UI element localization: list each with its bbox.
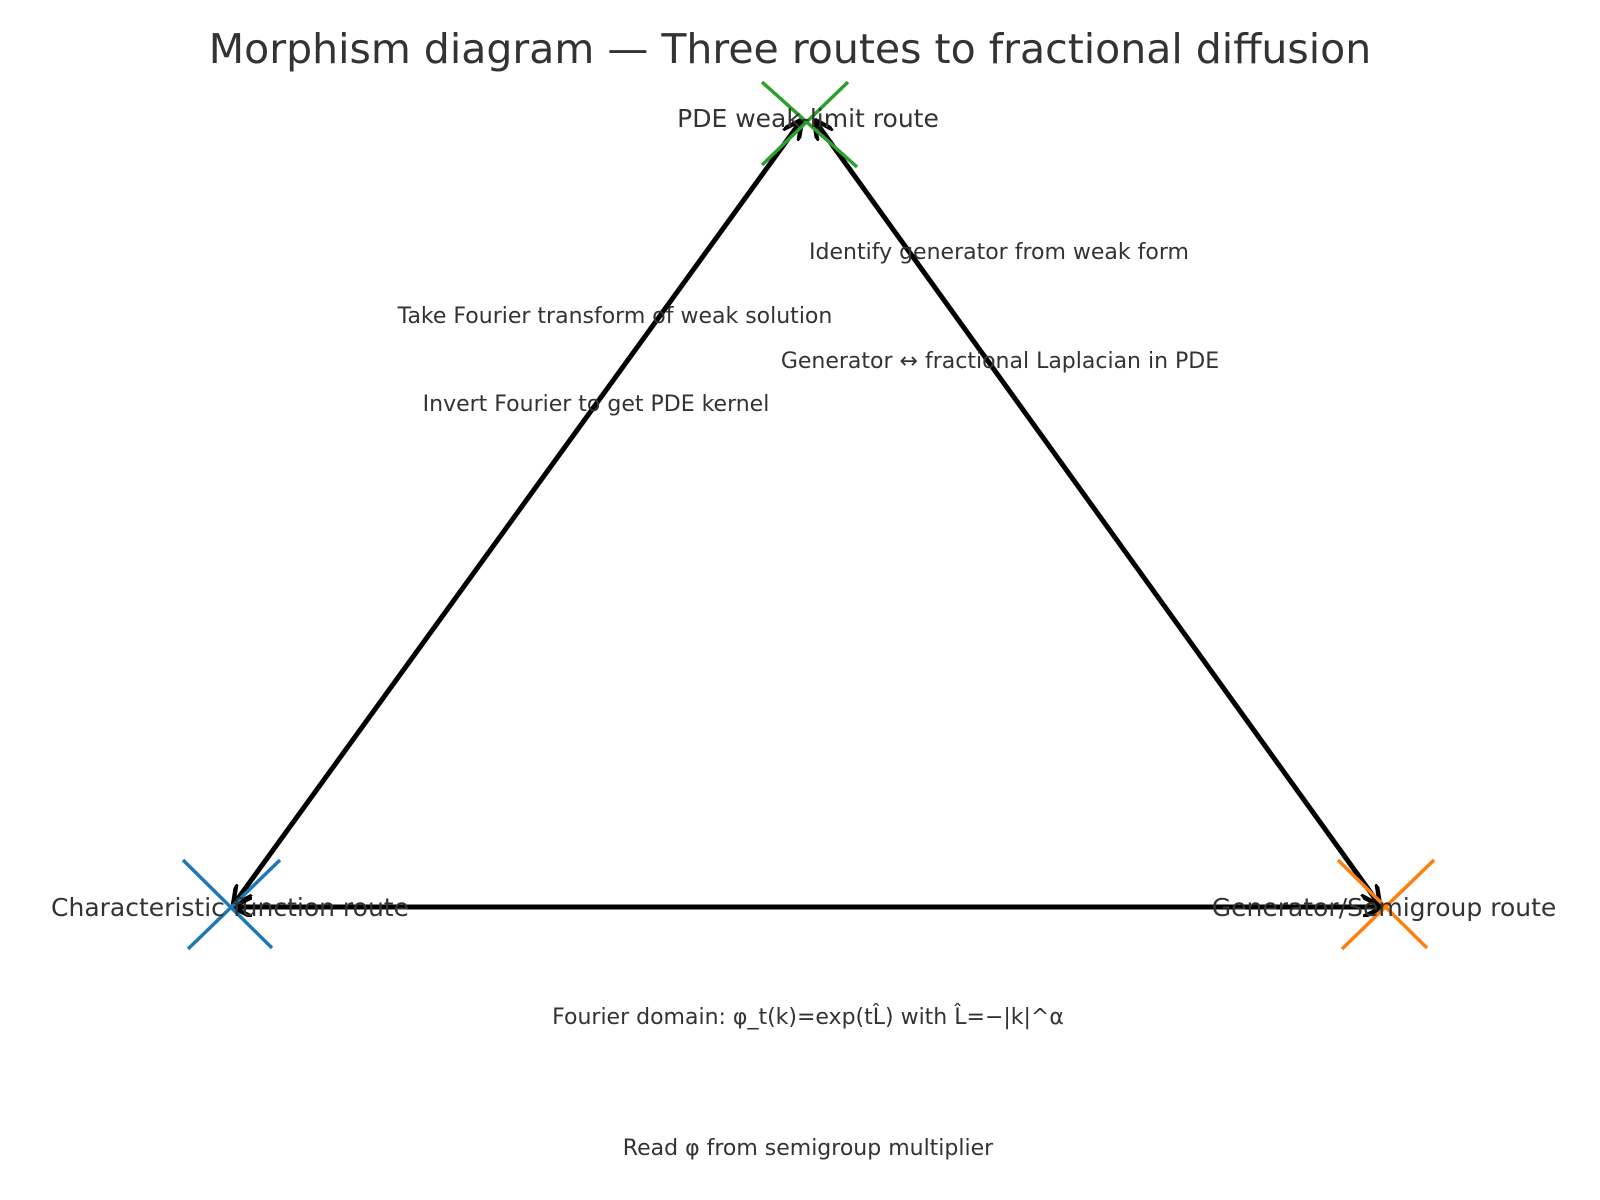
edge-label-read-phi: Read φ from semigroup multiplier [623, 1136, 994, 1161]
node-label-generator: Generator/Semigroup route [1212, 893, 1557, 922]
characteristic-marker-stroke-a [181, 858, 274, 950]
node-label-pde: PDE weak-limit route [677, 104, 939, 133]
edge-label-generator-laplacian: Generator ↔ fractional Laplacian in PDE [781, 349, 1219, 374]
edge-label-identify-generator: Identify generator from weak form [809, 240, 1189, 265]
edge-pde-characteristic [234, 121, 801, 904]
generator-marker-stroke-b [1340, 858, 1436, 951]
edge-pde-generator [815, 121, 1379, 904]
node-label-characteristic: Characteristic function route [51, 893, 409, 922]
characteristic-marker-stroke-b [186, 858, 282, 951]
generator-node-x-marker [1336, 858, 1436, 951]
edge-label-take-fourier: Take Fourier transform of weak solution [397, 304, 833, 329]
characteristic-node-x-marker [181, 858, 282, 951]
pde-marker-stroke-a [760, 80, 850, 167]
edge-label-invert-fourier: Invert Fourier to get PDE kernel [423, 392, 770, 417]
pde-node-x-marker [760, 80, 859, 169]
pde-marker-stroke-b [760, 80, 859, 169]
diagram-title: Morphism diagram — Three routes to fract… [209, 25, 1372, 73]
edge-label-fourier-domain: Fourier domain: φ_t(k)=exp(tL̂) with L̂=… [552, 1004, 1064, 1030]
generator-marker-stroke-a [1336, 858, 1429, 950]
